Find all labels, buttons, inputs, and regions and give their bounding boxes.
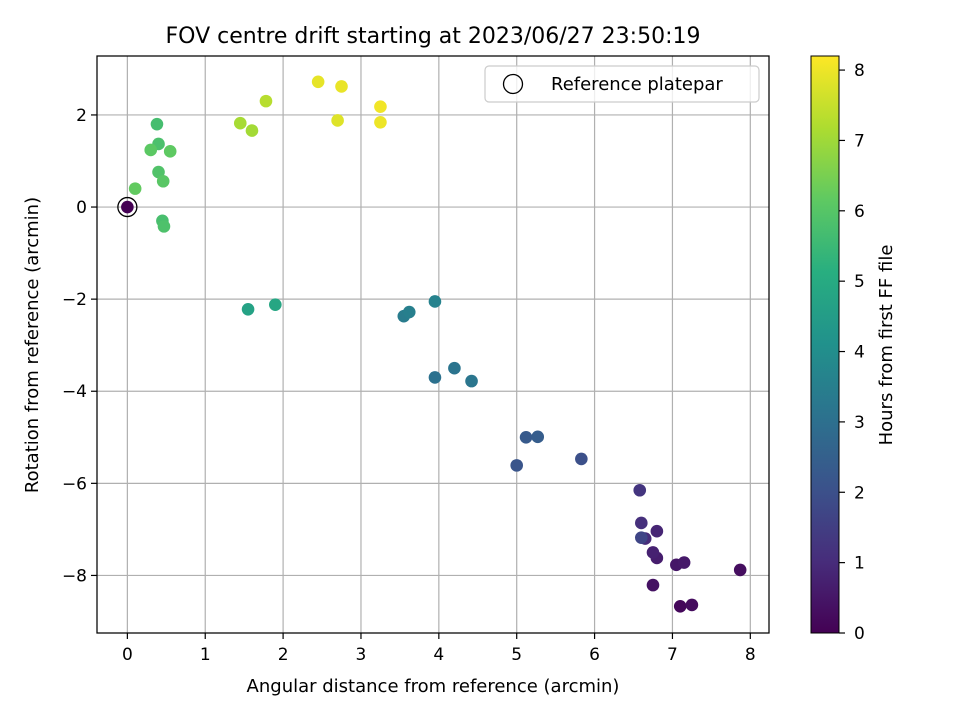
colorbar-tick-label: 7 (854, 131, 865, 151)
x-tick-label: 0 (122, 645, 133, 665)
data-point (156, 174, 170, 188)
colorbar-gradient (810, 55, 840, 634)
colorbar-tick-label: 8 (854, 61, 865, 81)
data-point (245, 124, 259, 137)
data-point (163, 145, 177, 158)
colorbar-tick-label: 1 (854, 554, 865, 574)
colorbar-ticks: 0 1 2 3 4 5 6 7 8 (839, 61, 865, 644)
data-point (150, 117, 164, 131)
scatter-points (121, 75, 747, 613)
x-tick-label: 8 (745, 645, 756, 665)
legend-box (484, 65, 760, 103)
data-point (374, 100, 387, 113)
data-point (650, 524, 664, 538)
colorbar: 0 1 2 3 4 5 6 7 8 Hours from first FF file (810, 55, 897, 644)
legend-reference-marker (502, 73, 524, 95)
data-point (144, 143, 158, 157)
data-point (374, 116, 387, 129)
x-tick-label: 5 (511, 645, 522, 665)
data-point (465, 374, 478, 388)
colorbar-tick-label: 0 (854, 624, 865, 644)
data-point (733, 563, 747, 577)
colorbar-tick-label: 5 (854, 272, 865, 292)
y-tick-label: −2 (62, 290, 87, 310)
colorbar-tick-label: 4 (854, 343, 865, 363)
colorbar-tick-label: 3 (854, 413, 865, 433)
data-point (311, 75, 325, 89)
data-point (259, 94, 273, 108)
y-tick-label: 2 (76, 106, 87, 126)
data-point (685, 598, 699, 612)
legend-entry-reference: Reference platepar (551, 74, 723, 95)
y-tick-label: −4 (62, 382, 87, 402)
data-point (241, 302, 255, 316)
data-point (633, 483, 647, 497)
x-axis-ticks: 0 1 2 3 4 5 6 7 8 (122, 633, 756, 665)
x-tick-label: 6 (589, 645, 600, 665)
data-point (157, 220, 171, 233)
data-point (128, 182, 142, 195)
data-point (575, 452, 588, 466)
colorbar-label: Hours from first FF file (876, 245, 897, 446)
data-point (677, 556, 691, 569)
colorbar-tick-label: 2 (854, 483, 865, 503)
y-axis-ticks: −8 −6 −4 −2 0 2 (62, 106, 97, 586)
reference-marker (117, 196, 138, 218)
x-tick-label: 7 (667, 645, 678, 665)
data-point (646, 546, 660, 559)
data-point (634, 516, 648, 530)
data-point (646, 578, 660, 592)
x-axis-label: Angular distance from reference (arcmin) (247, 676, 620, 697)
chart-title: FOV centre drift starting at 2023/06/27 … (166, 24, 701, 49)
reference-platepar-point (117, 196, 138, 218)
x-tick-label: 2 (278, 645, 289, 665)
data-point (634, 531, 648, 544)
data-point (269, 298, 282, 311)
colorbar-tick-label: 6 (854, 202, 865, 222)
x-tick-label: 4 (433, 645, 444, 665)
data-point (233, 116, 247, 130)
plot-frame (96, 55, 770, 634)
grid-lines (97, 56, 769, 633)
y-tick-label: −8 (62, 566, 87, 586)
x-tick-label: 1 (200, 645, 211, 665)
data-point (428, 295, 442, 308)
y-tick-label: 0 (76, 198, 87, 218)
data-point (331, 114, 344, 127)
data-point (335, 80, 348, 93)
legend: Reference platepar (484, 65, 760, 103)
data-point (519, 430, 533, 444)
data-point (531, 430, 545, 444)
data-point (428, 371, 442, 384)
y-tick-label: −6 (62, 474, 87, 494)
data-point (121, 200, 134, 214)
data-point (402, 305, 416, 319)
data-point (448, 361, 461, 375)
data-point (510, 459, 524, 472)
y-axis-label: Rotation from reference (arcmin) (22, 197, 43, 493)
x-tick-label: 3 (356, 645, 367, 665)
data-point (673, 599, 687, 613)
